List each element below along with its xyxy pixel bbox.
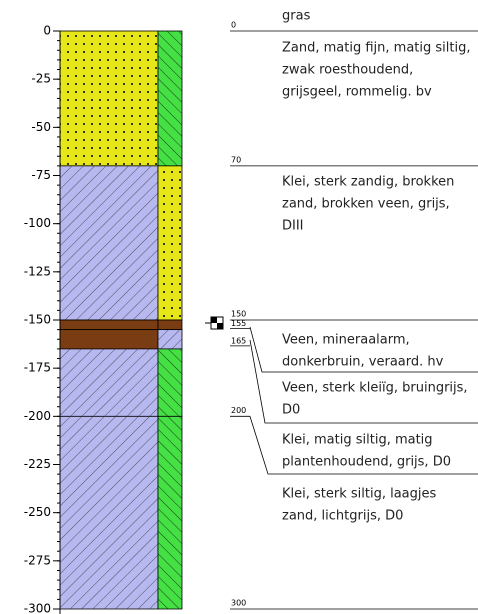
description-line: zand, lichtgrijs, D0 — [282, 509, 403, 524]
y-tick-label: -50 — [31, 120, 51, 134]
y-tick-label: -25 — [31, 72, 51, 86]
y-tick-label: -200 — [24, 409, 51, 423]
depth-label: 200 — [231, 406, 246, 415]
depth-label: 300 — [231, 599, 246, 608]
layer-pattern — [60, 166, 158, 320]
description-line: DIII — [282, 219, 304, 234]
description-line: Veen, mineraalarm, — [282, 333, 410, 348]
y-tick-label: -75 — [31, 168, 51, 182]
layer-pattern — [158, 416, 182, 609]
y-tick-label: -100 — [24, 216, 51, 230]
layer-pattern — [60, 349, 158, 416]
description-line: gras — [282, 9, 311, 24]
layer-pattern — [158, 166, 182, 320]
y-tick-label: -300 — [24, 602, 51, 614]
depth-marker-icon — [205, 317, 223, 329]
description-line: Klei, sterk siltig, laagjes — [282, 487, 437, 502]
description-line: zwak roesthoudend, — [282, 63, 413, 78]
layer-pattern — [158, 349, 182, 416]
y-tick-label: -125 — [24, 264, 51, 278]
layer-main — [60, 320, 158, 330]
layer-main — [60, 330, 158, 349]
y-tick-label: -150 — [24, 313, 51, 327]
description-line: donkerbruin, veraard. hv — [282, 355, 444, 370]
description-line: D0 — [282, 403, 300, 418]
layer-pattern — [158, 31, 182, 166]
y-tick-label: 0 — [43, 24, 51, 38]
description-line: Klei, matig siltig, matig — [282, 433, 433, 448]
description-line: Zand, matig fijn, matig siltig, — [282, 41, 470, 56]
depth-label: 150 — [231, 310, 246, 319]
description-line: Klei, sterk zandig, brokken — [282, 175, 454, 190]
depth-label: 155 — [231, 319, 246, 328]
description-line: grijsgeel, rommelig. bv — [282, 85, 432, 100]
borehole-log: 0 -25 -50 -75 -100 -125 -150 -175 -200 -225 -250 -2… — [0, 0, 478, 614]
description-line: zand, brokken veen, grijs, — [282, 197, 450, 212]
layer-pattern — [60, 416, 158, 609]
depth-label: 70 — [231, 155, 241, 164]
y-tick-label: -275 — [24, 553, 51, 567]
layer-pattern — [158, 330, 182, 349]
description-line: Veen, sterk kleiïg, bruingrijs, — [282, 381, 468, 396]
y-tick-label: -175 — [24, 361, 51, 375]
y-tick-label: -225 — [24, 457, 51, 471]
depth-label: 165 — [231, 336, 246, 345]
layer-side — [158, 320, 182, 330]
y-tick-label: -250 — [24, 505, 51, 519]
layer-pattern — [60, 31, 158, 166]
depth-label: 0 — [231, 21, 236, 30]
description-line: plantenhoudend, grijs, D0 — [282, 455, 451, 470]
